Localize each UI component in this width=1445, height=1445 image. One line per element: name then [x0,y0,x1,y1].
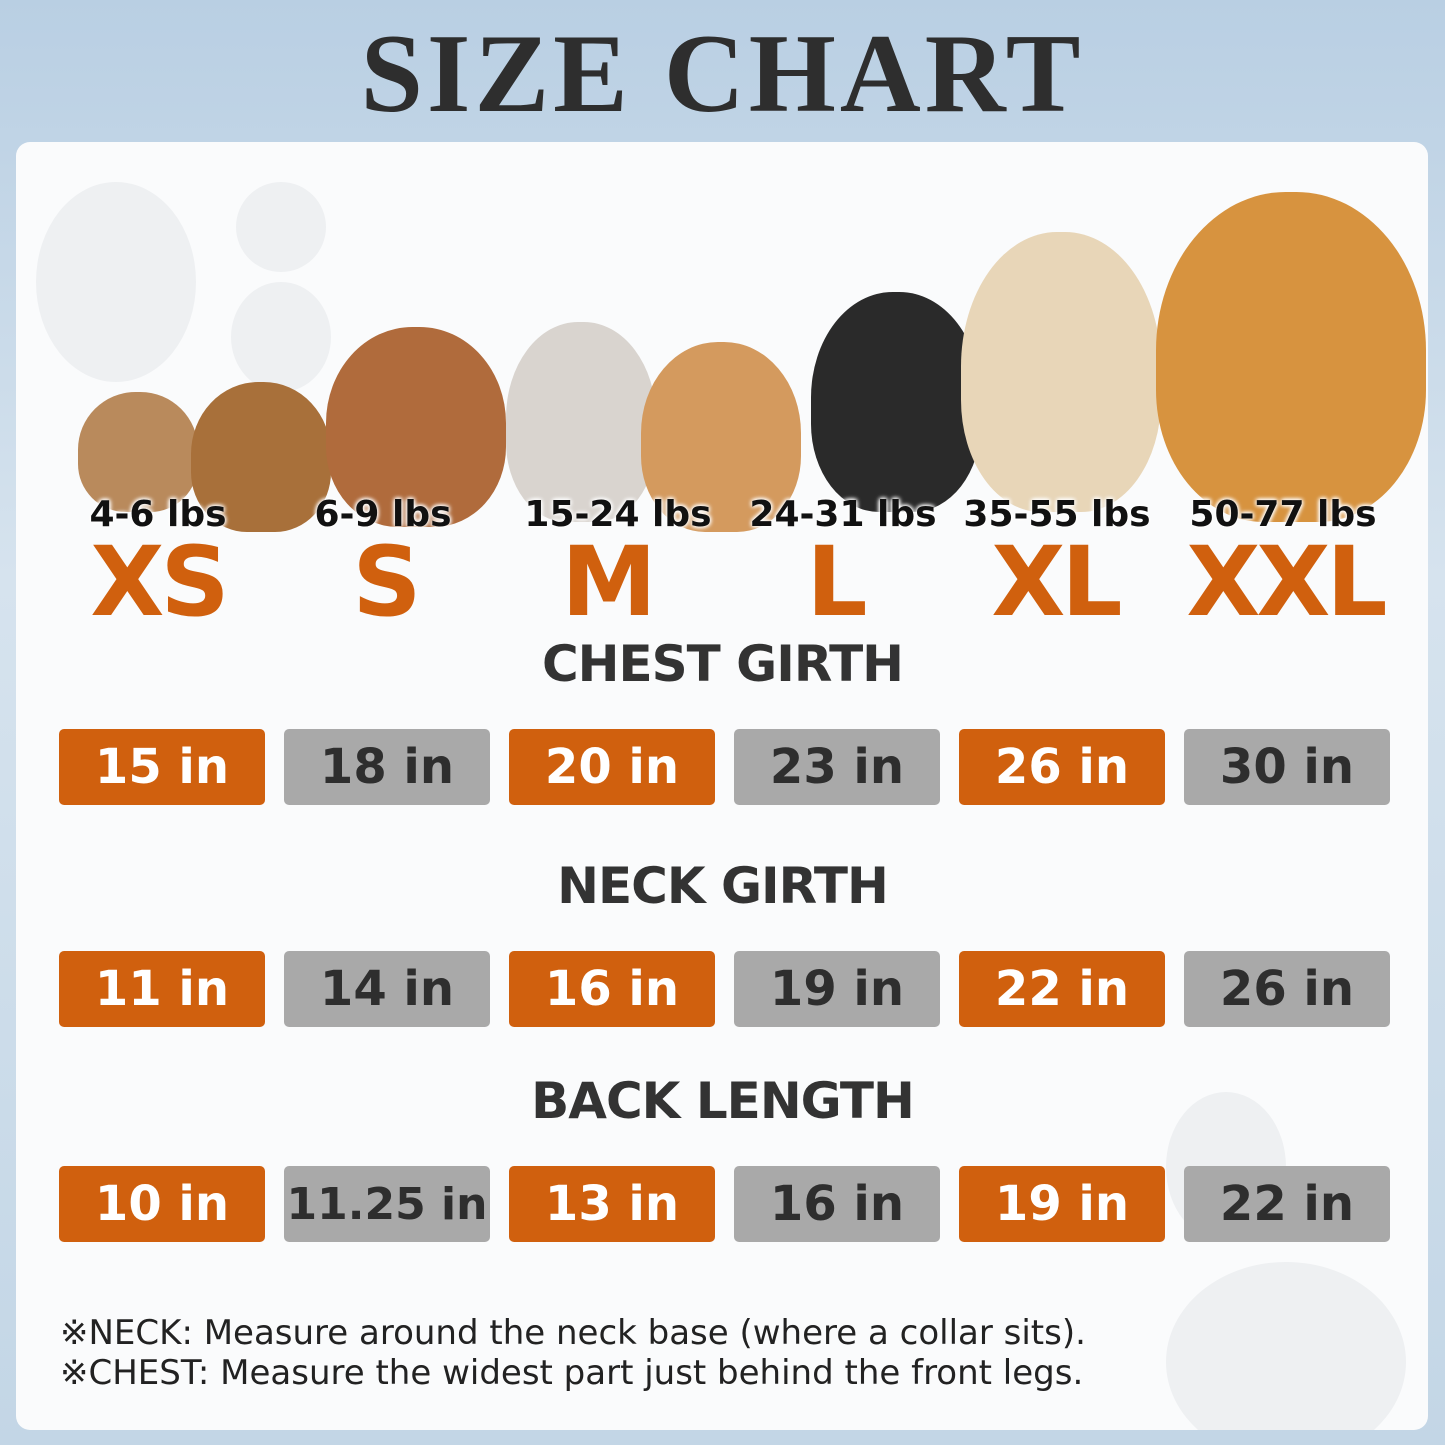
neck-value-xs: 11 in [59,951,265,1027]
corgi-photo [641,342,801,532]
back-value-m: 13 in [509,1166,715,1242]
note-neck: ※NECK: Measure around the neck base (whe… [60,1313,1086,1353]
weight-range-l: 24-31 lbs [749,494,937,535]
paw-print-decoration [236,182,326,272]
neck-value-l: 19 in [734,951,940,1027]
chest-value-xs: 15 in [59,729,265,805]
chest-value-xxl: 30 in [1184,729,1390,805]
neck-value-s: 14 in [284,951,490,1027]
back-value-xs: 10 in [59,1166,265,1242]
neck-value-m: 16 in [509,951,715,1027]
poodle-photo [326,327,506,527]
chest-value-xl: 26 in [959,729,1165,805]
back-value-xl: 19 in [959,1166,1165,1242]
weight-range-s: 6-9 lbs [314,494,452,535]
section-heading-chest: CHEST GIRTH [541,635,904,693]
chest-value-s: 18 in [284,729,490,805]
back-value-s: 11.25 in [284,1166,490,1242]
size-label-l: L [806,526,867,638]
weight-range-m: 15-24 lbs [524,494,712,535]
golden-retriever-photo [1156,192,1426,522]
border-collie-photo [811,292,981,512]
chest-value-m: 20 in [509,729,715,805]
french-bulldog-photo [506,322,656,522]
neck-value-xl: 22 in [959,951,1165,1027]
note-chest: ※CHEST: Measure the widest part just beh… [60,1353,1084,1393]
size-label-m: M [561,526,657,638]
paw-print-decoration [36,182,196,382]
cat-photo [78,392,198,512]
back-value-l: 16 in [734,1166,940,1242]
weight-range-xxl: 50-77 lbs [1189,494,1377,535]
labrador-photo [961,232,1161,512]
paw-print-decoration [1166,1262,1406,1430]
weight-range-xs: 4-6 lbs [89,494,227,535]
size-label-s: S [352,526,421,638]
yorkie-photo [191,382,331,532]
size-label-xl: XL [991,526,1122,638]
size-label-xxl: XXL [1186,526,1387,638]
size-label-xs: XS [90,526,229,638]
section-heading-neck: NECK GIRTH [557,857,889,915]
page-title: SIZE CHART [360,12,1085,136]
paw-print-decoration [231,282,331,392]
back-value-xxl: 22 in [1184,1166,1390,1242]
neck-value-xxl: 26 in [1184,951,1390,1027]
weight-range-xl: 35-55 lbs [963,494,1151,535]
chest-value-l: 23 in [734,729,940,805]
section-heading-back: BACK LENGTH [531,1072,915,1130]
